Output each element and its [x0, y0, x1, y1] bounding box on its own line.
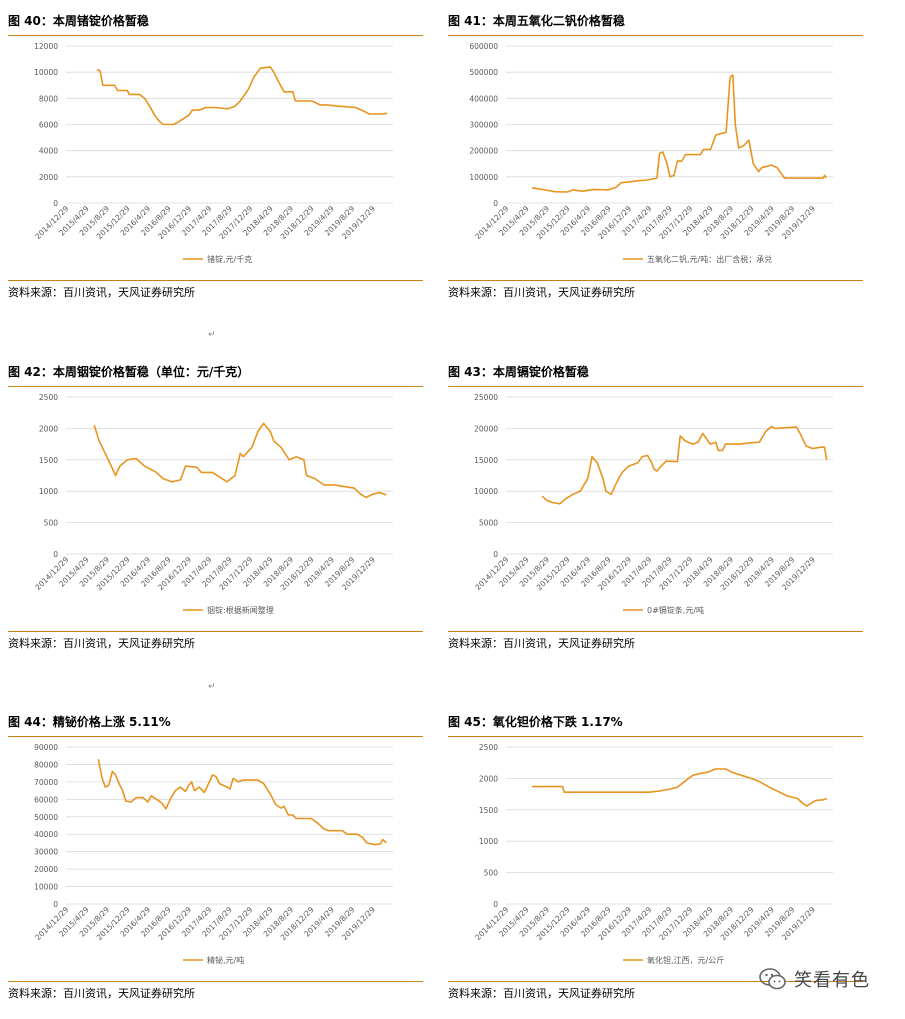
y-tick-label: 12000 — [34, 42, 58, 51]
y-tick-label: 0 — [53, 900, 58, 909]
legend-label: 五氧化二钒,元/吨：出厂含税；承兑 — [647, 254, 772, 264]
chart-title: 图 42：本周铟锭价格暂稳（单位：元/千克） — [8, 365, 250, 379]
y-tick-label: 300000 — [469, 121, 498, 130]
y-tick-label: 6000 — [39, 121, 58, 130]
y-tick-label: 0 — [493, 900, 498, 909]
line-chart-germanium: 0200040006000800010000120002014/12/29201… — [33, 42, 393, 264]
title-rule — [448, 736, 863, 737]
paragraph-mark: ↵ — [208, 682, 216, 692]
y-tick-label: 100000 — [469, 173, 498, 182]
chart-title: 图 43：本周镉锭价格暂稳 — [448, 365, 589, 379]
y-tick-label: 0 — [53, 550, 58, 559]
title-rule — [8, 35, 423, 36]
chart-title: 图 41：本周五氧化二钒价格暂稳 — [448, 14, 625, 28]
legend-label: 锗锭,元/千克 — [207, 254, 252, 264]
y-tick-label: 10000 — [34, 68, 58, 77]
source-rule — [448, 981, 863, 982]
source-note: 资料来源：百川资讯，天风证券研究所 — [448, 987, 635, 1000]
y-tick-label: 2500 — [39, 393, 58, 402]
y-tick-label: 20000 — [34, 865, 58, 874]
y-tick-label: 500 — [484, 869, 499, 878]
watermark-text: 笑看有色 — [794, 970, 870, 991]
source-rule — [8, 631, 423, 632]
y-tick-label: 200000 — [469, 147, 498, 156]
y-tick-label: 4000 — [39, 147, 58, 156]
chart-title: 图 40：本周锗锭价格暂稳 — [8, 14, 149, 28]
y-tick-label: 1500 — [479, 806, 498, 815]
y-tick-label: 80000 — [34, 760, 58, 769]
y-tick-label: 600000 — [469, 42, 498, 51]
y-tick-label: 2000 — [39, 424, 58, 433]
y-tick-label: 1000 — [479, 837, 498, 846]
source-rule — [448, 280, 863, 281]
y-tick-label: 25000 — [474, 393, 498, 402]
y-tick-label: 40000 — [34, 830, 58, 839]
title-rule — [448, 386, 863, 387]
line-chart-vanadium: 0100000200000300000400000500000600000201… — [469, 42, 833, 264]
source-rule — [8, 280, 423, 281]
y-tick-label: 50000 — [34, 813, 58, 822]
y-tick-label: 70000 — [34, 778, 58, 787]
series-line — [531, 768, 828, 807]
wechat-icon — [759, 968, 786, 990]
y-tick-label: 1500 — [39, 456, 58, 465]
y-tick-label: 10000 — [34, 883, 58, 892]
y-tick-label: 20000 — [474, 424, 498, 433]
title-rule — [8, 386, 423, 387]
legend-label: 铟锭:根据新闻整理 — [207, 605, 274, 615]
title-rule — [448, 35, 863, 36]
y-tick-label: 400000 — [469, 94, 498, 103]
line-chart-indium: 050010001500200025002014/12/292015/4/292… — [33, 393, 393, 615]
series-line — [97, 759, 387, 846]
y-tick-label: 1000 — [39, 487, 58, 496]
line-chart-tantalum: 050010001500200025002014/12/292015/4/292… — [473, 743, 833, 965]
y-tick-label: 15000 — [474, 456, 498, 465]
source-rule — [8, 981, 423, 982]
series-line — [93, 422, 387, 499]
title-rule — [8, 736, 423, 737]
series-line — [541, 425, 828, 505]
y-tick-label: 2000 — [479, 774, 498, 783]
y-tick-label: 90000 — [34, 743, 58, 752]
y-tick-label: 500000 — [469, 68, 498, 77]
y-tick-label: 30000 — [34, 848, 58, 857]
series-line — [531, 73, 827, 193]
y-tick-label: 500 — [44, 519, 59, 528]
legend-label: 氧化钽,江西，元/公斤 — [647, 955, 724, 965]
legend-label: 精铋,元/吨 — [207, 955, 244, 965]
y-tick-label: 0 — [493, 550, 498, 559]
source-note: 资料来源：百川资讯，天风证券研究所 — [448, 637, 635, 650]
line-chart-bismuth: 0 10000 20000 30000 40000 50000 60000 70000 8000… — [33, 743, 393, 965]
paragraph-mark: ↵ — [208, 330, 216, 340]
y-tick-label: 0 — [53, 199, 58, 208]
source-note: 资料来源：百川资讯，天风证券研究所 — [8, 637, 195, 650]
y-tick-label: 10000 — [474, 487, 498, 496]
y-tick-label: 2000 — [39, 173, 58, 182]
y-tick-label: 0 — [493, 199, 498, 208]
y-tick-label: 60000 — [34, 795, 58, 804]
line-chart-cadmium: 05000100001500020000250002014/12/292015/… — [473, 393, 833, 615]
source-note: 资料来源：百川资讯，天风证券研究所 — [8, 286, 195, 299]
y-tick-label: 8000 — [39, 94, 58, 103]
series-line — [96, 66, 388, 126]
chart-title: 图 44：精铋价格上涨 5.11% — [8, 715, 171, 729]
chart-title: 图 45：氧化钽价格下跌 1.17% — [448, 715, 623, 729]
source-rule — [448, 631, 863, 632]
y-tick-label: 2500 — [479, 743, 498, 752]
source-note: 资料来源：百川资讯，天风证券研究所 — [448, 286, 635, 299]
y-tick-label: 5000 — [479, 519, 498, 528]
legend-label: 0#镉锭条,元/吨 — [647, 605, 704, 615]
watermark: 笑看有色 — [758, 964, 898, 996]
source-note: 资料来源：百川资讯，天风证券研究所 — [8, 987, 195, 1000]
